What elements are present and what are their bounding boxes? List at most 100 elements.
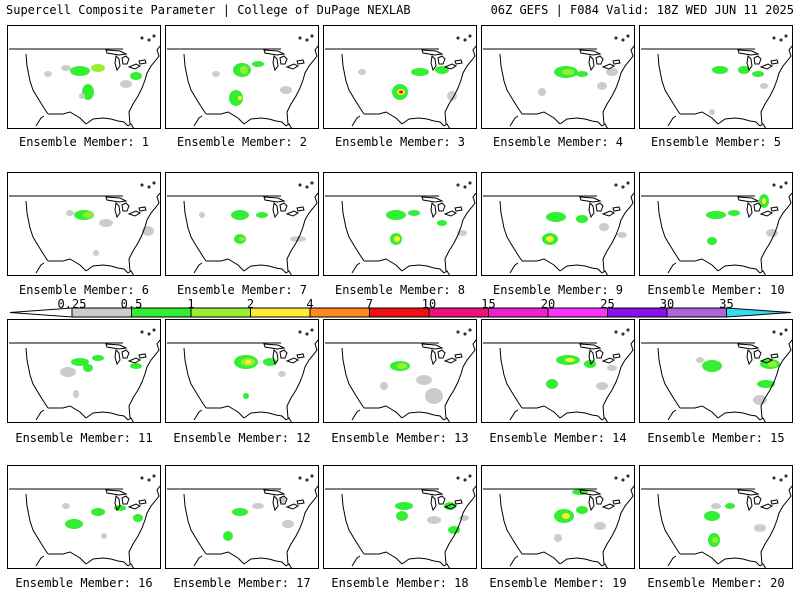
great-lake-outline <box>454 206 463 212</box>
island-outline <box>468 34 472 38</box>
scp-contour-fill <box>66 210 74 216</box>
scp-contour-fill <box>562 69 574 75</box>
great-lake-outline <box>595 349 604 359</box>
coastline <box>183 347 207 409</box>
great-lake-outline <box>421 489 444 496</box>
ensemble-member-map <box>7 25 161 129</box>
basemap-svg <box>641 328 792 422</box>
member-caption: Ensemble Member: 3 <box>334 135 466 149</box>
great-lake-outline <box>114 54 121 72</box>
island-outline <box>298 183 302 187</box>
member-caption: Ensemble Member: 5 <box>650 135 782 149</box>
scp-contour-fill <box>120 80 132 88</box>
great-lake-outline <box>272 494 279 512</box>
colorbar-tick-label: 30 <box>659 297 675 311</box>
scp-contour-fill <box>408 210 420 216</box>
ensemble-member-map <box>481 465 635 569</box>
border-line <box>364 111 403 125</box>
scp-contour-fill <box>425 388 443 404</box>
coastline <box>25 200 49 262</box>
scp-contour-fill <box>238 96 242 100</box>
great-lake-outline <box>421 49 444 56</box>
scp-contour-fill <box>62 503 70 509</box>
island-outline <box>621 332 625 336</box>
great-lake-outline <box>127 63 142 70</box>
coastline <box>601 417 608 422</box>
border-line <box>206 111 245 125</box>
basemap-svg <box>483 181 634 275</box>
ensemble-member-map <box>7 172 161 276</box>
great-lake-outline <box>746 494 753 512</box>
island-outline <box>621 185 625 189</box>
scp-contour-fill <box>93 250 99 256</box>
island-outline <box>784 328 788 332</box>
great-lake-outline <box>579 343 602 350</box>
island-outline <box>626 474 630 478</box>
scp-contour-fill <box>762 198 766 204</box>
scp-contour-fill <box>245 360 251 364</box>
island-outline <box>614 183 618 187</box>
great-lake-outline <box>612 499 621 505</box>
scp-contour-fill <box>760 83 768 89</box>
scp-contour-fill <box>252 503 264 509</box>
scp-contour-fill <box>711 503 721 509</box>
coastline <box>85 557 129 567</box>
great-lake-outline <box>105 343 128 350</box>
great-lake-outline <box>437 349 446 359</box>
great-lake-outline <box>285 503 300 510</box>
ensemble-member-map <box>323 319 477 423</box>
member-caption: Ensemble Member: 16 <box>15 576 153 590</box>
ensemble-member-map <box>165 465 319 569</box>
island-outline <box>614 36 618 40</box>
great-lake-outline <box>443 357 458 364</box>
coastline <box>509 555 519 567</box>
great-lake-outline <box>296 353 305 359</box>
island-outline <box>147 332 151 336</box>
coastline <box>193 409 203 421</box>
coastline <box>128 485 160 565</box>
island-outline <box>626 34 630 38</box>
coastline <box>602 45 634 125</box>
member-caption: Ensemble Member: 19 <box>489 576 627 590</box>
great-lake-outline <box>770 499 779 505</box>
coastline <box>657 493 681 555</box>
scp-contour-fill <box>395 502 413 510</box>
scp-contour-fill <box>130 72 142 80</box>
colorbar-segment <box>250 307 311 318</box>
border-line <box>364 258 403 272</box>
island-outline <box>621 38 625 42</box>
coastline <box>602 339 634 419</box>
scp-contour-fill <box>231 210 249 220</box>
great-lake-outline <box>296 59 305 65</box>
island-outline <box>772 36 776 40</box>
great-lake-outline <box>285 63 300 70</box>
member-caption: Ensemble Member: 9 <box>492 283 624 297</box>
scp-contour-fill <box>240 66 248 74</box>
island-outline <box>298 330 302 334</box>
scp-contour-fill <box>92 355 104 361</box>
coastline <box>559 557 603 567</box>
coastline <box>35 409 45 421</box>
member-caption: Ensemble Member: 10 <box>647 283 785 297</box>
member-caption: Ensemble Member: 20 <box>647 576 785 590</box>
great-lake-outline <box>753 349 762 359</box>
island-outline <box>147 38 151 42</box>
scp-contour-fill <box>278 371 286 377</box>
member-caption: Ensemble Member: 8 <box>334 283 466 297</box>
scp-contour-fill <box>83 212 93 218</box>
great-lake-outline <box>759 357 774 364</box>
island-outline <box>152 181 156 185</box>
coastline <box>760 339 792 419</box>
coastline <box>559 411 603 421</box>
great-lake-outline <box>588 348 595 366</box>
coastline <box>341 347 365 409</box>
coastline <box>657 200 681 262</box>
coastline <box>443 123 450 128</box>
coastline <box>341 493 365 555</box>
scp-contour-fill <box>576 71 588 77</box>
border-line <box>48 405 87 419</box>
border-line <box>206 551 245 565</box>
coastline <box>559 264 603 274</box>
scp-contour-fill <box>252 61 264 67</box>
coastline <box>760 485 792 565</box>
